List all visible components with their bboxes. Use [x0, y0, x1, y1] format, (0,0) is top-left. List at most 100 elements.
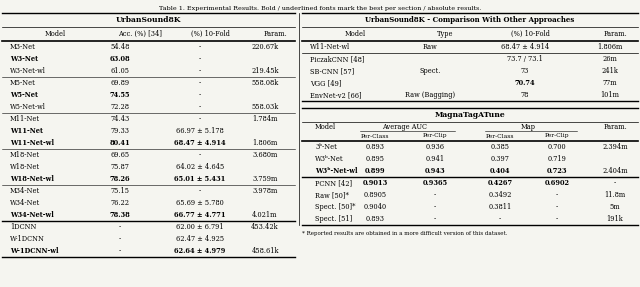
Text: 69.89: 69.89 — [111, 79, 129, 87]
Text: -: - — [614, 179, 616, 187]
Text: W34-Net: W34-Net — [10, 199, 40, 207]
Text: Type: Type — [436, 30, 453, 38]
Text: -: - — [199, 67, 201, 75]
Text: W18-Net-wl: W18-Net-wl — [10, 175, 54, 183]
Text: Param.: Param. — [263, 30, 287, 38]
Text: -: - — [434, 203, 436, 211]
Text: 0.719: 0.719 — [548, 155, 566, 163]
Text: Param.: Param. — [603, 123, 627, 131]
Text: 74.55: 74.55 — [109, 91, 131, 99]
Text: Per-Clip: Per-Clip — [545, 133, 569, 139]
Text: 1DCNN: 1DCNN — [10, 223, 36, 231]
Text: 0.9365: 0.9365 — [422, 179, 447, 187]
Text: -: - — [434, 191, 436, 199]
Text: 558.03k: 558.03k — [252, 103, 278, 111]
Text: 72.28: 72.28 — [111, 103, 129, 111]
Text: M34-Net: M34-Net — [10, 187, 40, 195]
Text: M18-Net: M18-Net — [10, 151, 40, 159]
Text: W-1DCNN: W-1DCNN — [10, 235, 45, 243]
Text: W3-Net: W3-Net — [10, 55, 38, 63]
Text: 5m: 5m — [610, 203, 620, 211]
Text: Spect. [51]: Spect. [51] — [315, 215, 352, 223]
Text: 2.394m: 2.394m — [602, 143, 628, 151]
Text: Spect.: Spect. — [419, 67, 441, 75]
Text: 78.26: 78.26 — [109, 175, 131, 183]
Text: 66.97 ± 5.178: 66.97 ± 5.178 — [176, 127, 224, 135]
Text: -: - — [119, 235, 121, 243]
Text: Per-Class: Per-Class — [486, 133, 515, 139]
Text: PiczakCNN [48]: PiczakCNN [48] — [310, 55, 365, 63]
Text: W11-Net-wl: W11-Net-wl — [10, 139, 54, 147]
Text: 0.385: 0.385 — [490, 143, 509, 151]
Text: W3-Net-wl: W3-Net-wl — [10, 67, 46, 75]
Text: -: - — [199, 187, 201, 195]
Text: W34-Net-wl: W34-Net-wl — [10, 211, 54, 219]
Text: Raw (Bagging): Raw (Bagging) — [405, 91, 455, 99]
Text: 4.021m: 4.021m — [252, 211, 278, 219]
Text: 65.69 ± 5.780: 65.69 ± 5.780 — [176, 199, 224, 207]
Text: 3ᵇ-Net: 3ᵇ-Net — [315, 143, 337, 151]
Text: 453.42k: 453.42k — [251, 223, 279, 231]
Text: Per-Class: Per-Class — [361, 133, 389, 139]
Text: 0.9040: 0.9040 — [364, 203, 387, 211]
Text: 101m: 101m — [600, 91, 620, 99]
Text: UrbanSound8K - Comparison With Other Approaches: UrbanSound8K - Comparison With Other App… — [365, 16, 575, 24]
Text: Average AUC: Average AUC — [383, 123, 428, 131]
Text: Param.: Param. — [603, 30, 627, 38]
Text: 0.9013: 0.9013 — [362, 179, 388, 187]
Text: W11-Net-wl: W11-Net-wl — [310, 43, 350, 51]
Text: VGG [49]: VGG [49] — [310, 79, 342, 87]
Text: -: - — [199, 115, 201, 123]
Text: W18-Net: W18-Net — [10, 163, 40, 171]
Text: M5-Net: M5-Net — [10, 79, 36, 87]
Text: 1.784m: 1.784m — [252, 115, 278, 123]
Text: -: - — [199, 103, 201, 111]
Text: Model: Model — [315, 123, 336, 131]
Text: 77m: 77m — [603, 79, 618, 87]
Text: 219.45k: 219.45k — [252, 67, 279, 75]
Text: 74.43: 74.43 — [110, 115, 130, 123]
Text: 70.74: 70.74 — [515, 79, 535, 87]
Text: 1.806m: 1.806m — [252, 139, 278, 147]
Text: PCNN [42]: PCNN [42] — [315, 179, 352, 187]
Text: 220.67k: 220.67k — [252, 43, 278, 51]
Text: 0.3492: 0.3492 — [488, 191, 512, 199]
Text: M3-Net: M3-Net — [10, 43, 36, 51]
Text: 3.978m: 3.978m — [252, 187, 278, 195]
Text: * Reported results are obtained in a more difficult version of this dataset.: * Reported results are obtained in a mor… — [302, 231, 508, 236]
Text: 11.8m: 11.8m — [604, 191, 626, 199]
Text: 69.65: 69.65 — [111, 151, 129, 159]
Text: -: - — [119, 247, 121, 255]
Text: 191k: 191k — [607, 215, 623, 223]
Text: 458.61k: 458.61k — [252, 247, 279, 255]
Text: 0.899: 0.899 — [365, 167, 385, 175]
Text: 0.943: 0.943 — [425, 167, 445, 175]
Text: Table 1. Experimental Results. Bold / underlined fonts mark the best per section: Table 1. Experimental Results. Bold / un… — [159, 6, 481, 11]
Text: 0.8905: 0.8905 — [364, 191, 387, 199]
Text: W5-Net: W5-Net — [10, 91, 38, 99]
Text: Raw [50]*: Raw [50]* — [315, 191, 349, 199]
Text: -: - — [499, 215, 501, 223]
Text: EnvNet-v2 [66]: EnvNet-v2 [66] — [310, 91, 362, 99]
Text: W11-Net: W11-Net — [10, 127, 43, 135]
Text: 78.38: 78.38 — [109, 211, 131, 219]
Text: M11-Net: M11-Net — [10, 115, 40, 123]
Text: 0.397: 0.397 — [491, 155, 509, 163]
Text: 79.33: 79.33 — [111, 127, 129, 135]
Text: -: - — [199, 91, 201, 99]
Text: UrbanSound8K: UrbanSound8K — [116, 16, 181, 24]
Text: 558.08k: 558.08k — [252, 79, 278, 87]
Text: 0.700: 0.700 — [548, 143, 566, 151]
Text: 2.404m: 2.404m — [602, 167, 628, 175]
Text: W-1DCNN-wl: W-1DCNN-wl — [10, 247, 58, 255]
Text: Map: Map — [521, 123, 536, 131]
Text: -: - — [199, 151, 201, 159]
Text: W3ᵇ-Net: W3ᵇ-Net — [315, 155, 344, 163]
Text: 80.41: 80.41 — [109, 139, 131, 147]
Text: -: - — [119, 223, 121, 231]
Text: 241k: 241k — [602, 67, 618, 75]
Text: 62.64 ± 4.979: 62.64 ± 4.979 — [174, 247, 226, 255]
Text: 1.806m: 1.806m — [597, 43, 623, 51]
Text: 0.723: 0.723 — [547, 167, 567, 175]
Text: 68.47 ± 4.914: 68.47 ± 4.914 — [501, 43, 549, 51]
